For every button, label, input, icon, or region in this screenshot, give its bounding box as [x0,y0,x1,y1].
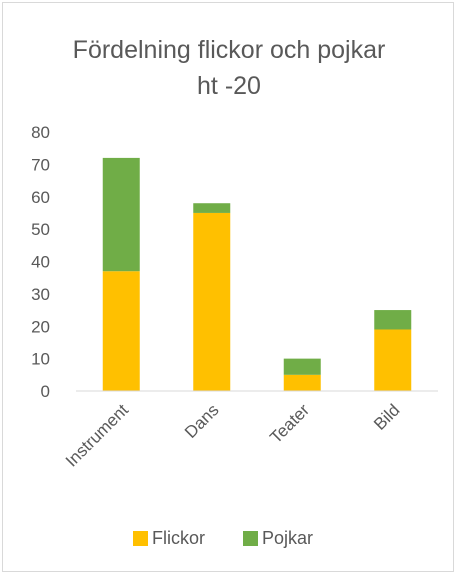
y-tick-label: 20 [31,317,50,336]
y-tick-label: 80 [31,123,50,142]
x-tick-label: Instrument [62,400,132,470]
bar-flickor-dans [193,212,231,391]
y-tick-label: 30 [31,285,50,304]
bars [102,157,412,391]
bar-pojkar-bild [374,310,412,330]
bar-flickor-bild [374,329,412,391]
legend: Flickor Pojkar [133,528,313,548]
y-tick-label: 40 [31,253,50,272]
y-tick-label: 60 [31,188,50,207]
y-axis-labels: 0 10 20 30 40 50 60 70 80 [31,123,50,401]
bar-pojkar-instrument [102,157,140,272]
chart-title-line-1: Fördelning flickor och pojkar [73,36,386,64]
bar-flickor-instrument [102,271,140,391]
y-tick-label: 10 [31,350,50,369]
y-tick-label: 70 [31,155,50,174]
legend-swatch-flickor [133,531,148,546]
x-tick-label: Dans [181,400,222,441]
chart-title-line-2: ht -20 [197,72,261,100]
x-tick-label: Teater [266,400,313,447]
x-axis-labels: Instrument Dans Teater Bild [62,400,404,470]
legend-swatch-pojkar [243,531,258,546]
bar-pojkar-dans [193,203,231,213]
legend-label-pojkar: Pojkar [262,528,313,548]
y-tick-label: 0 [41,382,50,401]
x-tick-label: Bild [370,400,403,433]
y-tick-label: 50 [31,220,50,239]
bar-flickor-teater [283,374,321,391]
legend-label-flickor: Flickor [152,528,205,548]
bar-pojkar-teater [283,358,321,375]
